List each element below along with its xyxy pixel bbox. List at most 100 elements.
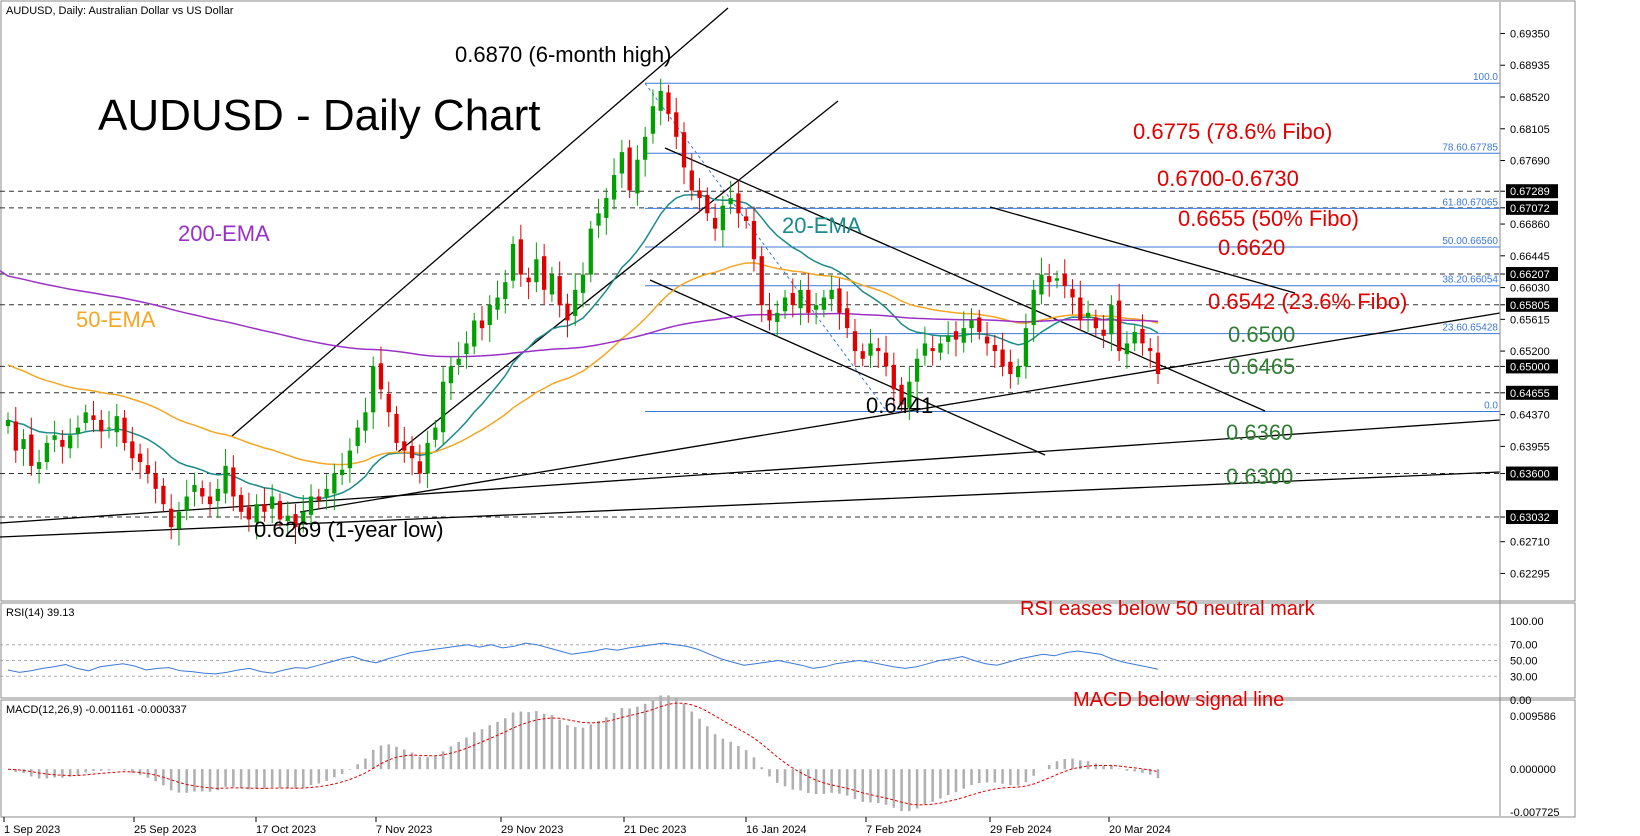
- rsi-annotation: RSI eases below 50 neutral mark: [1020, 598, 1316, 620]
- candle-body: [83, 412, 88, 424]
- fibo-label: 23.60.65428: [1442, 323, 1498, 334]
- date-axis: 1 Sep 2023 25 Sep 2023 17 Oct 2023 7 Nov 20…: [3, 817, 1171, 836]
- candle-body: [565, 303, 570, 321]
- candle-body: [767, 309, 772, 321]
- candle-body: [130, 441, 135, 459]
- candle-body: [332, 473, 337, 494]
- candlesticks: [5, 78, 1161, 546]
- price-tick-label: 0.64655: [1510, 388, 1550, 400]
- candle-body: [907, 381, 912, 408]
- candle-body: [697, 190, 702, 199]
- candle-body: [1117, 300, 1122, 352]
- price-highlight-box: [1506, 385, 1558, 400]
- date-tick-label: 25 Sep 2023: [134, 824, 196, 836]
- candle-body: [1008, 361, 1013, 375]
- candle-body: [60, 439, 65, 447]
- candle-body: [557, 276, 562, 306]
- candle-body: [440, 381, 446, 433]
- candle-body: [1031, 289, 1036, 326]
- rsi-tick-label: 70.00: [1510, 640, 1538, 652]
- candle-body: [153, 473, 158, 489]
- candle-body: [775, 312, 780, 323]
- rsi-plot: 100.00 70.00 50.00 30.00 0.00: [0, 616, 1544, 707]
- candle-body: [588, 228, 593, 275]
- candle-body: [1039, 274, 1044, 295]
- candle-body: [402, 441, 407, 451]
- candle-body: [674, 112, 679, 137]
- fibo-label: 61.80.67065: [1442, 197, 1498, 208]
- date-tick-label: 29 Feb 2024: [990, 824, 1052, 836]
- price-tick-label: 0.67289: [1510, 186, 1550, 198]
- candle-body: [969, 320, 974, 329]
- candle-body: [161, 485, 166, 505]
- candle-body: [1140, 328, 1145, 344]
- rsi-tick-label: 50.00: [1510, 656, 1538, 668]
- price-tick-label: 0.66860: [1510, 219, 1550, 231]
- rsi-header: RSI(14) 39.13: [6, 607, 74, 619]
- annotation-label: 0.6775 (78.6% Fibo): [1133, 119, 1332, 144]
- trend-line: [664, 147, 1266, 412]
- candle-body: [736, 193, 741, 214]
- candle-body: [720, 205, 726, 231]
- fibo-label: 50.00.66560: [1442, 236, 1498, 247]
- price-tick-label: 0.66030: [1510, 283, 1550, 295]
- price-tick-label: 0.69350: [1510, 28, 1550, 40]
- candle-body: [1101, 329, 1106, 336]
- fibo-label: 78.60.67785: [1442, 142, 1498, 153]
- candle-body: [378, 363, 384, 390]
- price-axes: 0.69350 0.68935 0.68520 0.68105 0.67690 0.672…: [1499, 2, 1558, 816]
- rsi-panel-frame: [0, 602, 1576, 699]
- candle-body: [806, 289, 811, 313]
- price-tick-label: 0.65615: [1510, 314, 1550, 326]
- candle-body: [246, 507, 252, 520]
- candle-body: [782, 297, 788, 312]
- candle-body: [845, 308, 850, 329]
- rsi-line: [7, 642, 1159, 675]
- candle-body: [604, 198, 609, 218]
- candle-body: [285, 515, 290, 521]
- candle-body: [1124, 343, 1130, 355]
- candle-body: [977, 317, 982, 332]
- candle-body: [868, 343, 873, 356]
- candle-body: [169, 508, 174, 528]
- candle-body: [472, 320, 477, 347]
- candle-body: [728, 198, 733, 205]
- price-tick-label: 0.62710: [1510, 537, 1550, 549]
- candle-body: [192, 485, 197, 492]
- candle-body: [308, 496, 314, 515]
- candle-body: [371, 366, 376, 413]
- candle-body: [106, 427, 112, 429]
- price-tick-label: 0.65000: [1510, 361, 1550, 373]
- trend-lines: [0, 7, 1501, 538]
- candle-body: [860, 351, 865, 359]
- chart-header: AUDUSD, Daily: Australian Dollar vs US D…: [6, 5, 234, 17]
- candle-body: [1078, 297, 1083, 321]
- price-tick-label: 0.68520: [1510, 92, 1550, 104]
- fibonacci-levels: 100.0 78.60.67785 61.80.67065 50.00.66560 38…: [644, 72, 1500, 413]
- candle-body: [984, 336, 990, 344]
- ema50-line: [7, 262, 1159, 466]
- price-highlight-box: [1506, 200, 1558, 215]
- candle-body: [200, 488, 205, 497]
- annotation-label: 200-EMA: [178, 221, 270, 246]
- price-tick-label: 0.63955: [1510, 441, 1550, 453]
- candle-body: [425, 442, 430, 474]
- candle-body: [542, 256, 547, 290]
- trend-line: [299, 312, 1501, 513]
- candle-body: [953, 331, 959, 340]
- price-tick-label: 0.63600: [1510, 469, 1550, 481]
- candle-body: [580, 274, 586, 293]
- candle-body: [1000, 349, 1005, 367]
- price-highlight-box: [1506, 184, 1558, 199]
- candle-body: [301, 511, 306, 523]
- annotation-label: 0.6465: [1228, 354, 1295, 379]
- candle-body: [899, 384, 904, 405]
- candle-body: [409, 445, 415, 459]
- ema-lines: [0, 193, 1159, 500]
- fibo-label: 100.0: [1473, 72, 1498, 83]
- price-highlight-box: [1506, 297, 1558, 312]
- candle-body: [549, 274, 555, 295]
- annotation-label: 0.6360: [1226, 420, 1293, 445]
- price-tick-label: 0.65200: [1510, 346, 1550, 358]
- candle-body: [534, 259, 539, 283]
